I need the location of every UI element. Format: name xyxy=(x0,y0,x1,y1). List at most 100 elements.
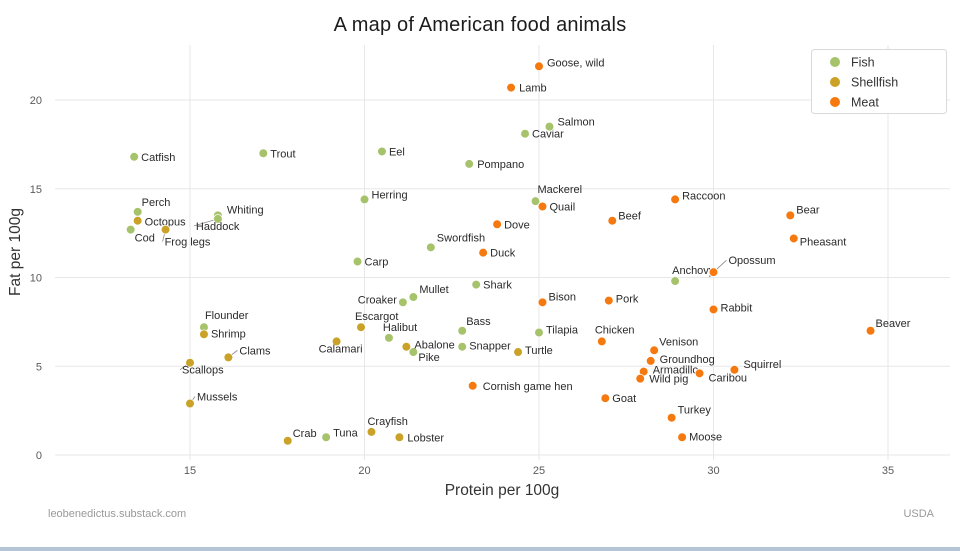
point-label-clams: Clams xyxy=(239,345,271,357)
window-edge xyxy=(0,547,960,551)
x-tick-label: 25 xyxy=(533,465,545,477)
point-label-beef: Beef xyxy=(618,211,642,223)
point-label-tuna: Tuna xyxy=(333,427,359,439)
x-tick-label: 15 xyxy=(184,465,196,477)
point-salmon xyxy=(544,121,555,132)
point-goose-wild xyxy=(534,61,544,72)
source-credit: leobenedictus.substack.com xyxy=(48,508,187,520)
point-shark xyxy=(471,279,481,290)
point-turtle xyxy=(513,347,523,357)
point-label-pompano: Pompano xyxy=(477,159,524,171)
x-tick-label: 20 xyxy=(358,465,370,477)
point-label-moose: Moose xyxy=(689,431,722,443)
point-tilapia xyxy=(534,327,544,338)
y-axis-label: Fat per 100g xyxy=(7,208,24,296)
point-escargot xyxy=(356,322,366,333)
point-label-swordfish: Swordfish xyxy=(437,232,485,244)
point-pheasant xyxy=(788,233,799,244)
point-label-haddock: Haddock xyxy=(196,221,240,233)
point-lobster xyxy=(394,432,405,443)
point-label-pike: Pike xyxy=(418,352,439,364)
point-label-lobster: Lobster xyxy=(407,432,444,444)
y-tick-label: 15 xyxy=(30,184,42,196)
point-swordfish xyxy=(426,242,436,253)
point-cod xyxy=(125,224,136,235)
point-rabbit xyxy=(708,304,719,315)
point-label-caribou: Caribou xyxy=(709,372,748,384)
point-cornish-game-hen xyxy=(467,380,478,391)
point-turkey xyxy=(666,412,677,423)
point-abalone xyxy=(401,341,412,352)
point-label-bison: Bison xyxy=(548,291,576,303)
point-mullet xyxy=(408,292,419,302)
legend-swatch-meat xyxy=(830,97,840,107)
point-croaker xyxy=(398,297,408,308)
x-tick-label: 35 xyxy=(882,465,894,477)
legend: Fish Shellfish Meat xyxy=(811,49,947,114)
point-label-cod: Cod xyxy=(135,233,155,245)
series-shellfish: Octopus Frog legs Shrimp Clams Scallops Musse… xyxy=(132,215,553,446)
point-label-shark: Shark xyxy=(483,280,512,292)
legend-item-meat: Meat xyxy=(830,96,879,110)
point-snapper xyxy=(457,341,468,352)
point-label-rabbit: Rabbit xyxy=(721,302,753,314)
point-label-wild-pig: Wild pig xyxy=(649,374,688,386)
point-label-bear: Bear xyxy=(796,204,820,216)
point-label-squirrel: Squirrel xyxy=(743,359,781,371)
point-chicken xyxy=(597,336,607,347)
point-label-duck: Duck xyxy=(490,248,516,260)
point-label-flounder: Flounder xyxy=(205,310,249,322)
chart-title: A map of American food animals xyxy=(333,14,627,36)
point-caviar xyxy=(520,128,530,139)
point-label-whiting: Whiting xyxy=(227,204,264,216)
point-label-snapper: Snapper xyxy=(469,341,511,353)
point-quail xyxy=(537,201,548,212)
point-label-pheasant: Pheasant xyxy=(800,236,846,248)
point-eel xyxy=(377,146,387,157)
point-label-mussels: Mussels xyxy=(197,392,238,404)
point-label-perch: Perch xyxy=(142,197,171,209)
point-opossum xyxy=(708,267,719,277)
point-herring xyxy=(359,194,370,205)
point-caribou xyxy=(694,368,705,379)
point-anchovy xyxy=(670,276,680,286)
point-label-crayfish: Crayfish xyxy=(367,416,407,428)
point-label-cornish-game-hen: Cornish game hen xyxy=(483,381,573,393)
point-duck xyxy=(478,247,488,258)
point-label-escargot: Escargot xyxy=(355,311,398,323)
legend-label-fish: Fish xyxy=(851,56,875,70)
point-squirrel xyxy=(729,364,740,375)
point-label-turkey: Turkey xyxy=(678,405,712,417)
point-label-goose-wild: Goose, wild xyxy=(547,57,604,69)
point-crab xyxy=(282,435,293,446)
y-tick-label: 0 xyxy=(36,450,42,462)
point-label-crab: Crab xyxy=(293,428,317,440)
point-raccoon xyxy=(670,194,680,205)
point-clams xyxy=(223,352,234,363)
point-bear xyxy=(785,210,796,221)
point-bison xyxy=(537,297,548,308)
point-label-armadillo: Armadillo xyxy=(653,365,699,377)
point-catfish xyxy=(129,152,139,162)
legend-label-shellfish: Shellfish xyxy=(851,76,898,90)
y-tick-label: 5 xyxy=(36,361,42,373)
point-label-lamb: Lamb xyxy=(519,83,547,95)
point-label-goat: Goat xyxy=(612,393,636,405)
point-goat xyxy=(600,393,611,404)
point-label-mullet: Mullet xyxy=(419,284,448,296)
point-label-octopus: Octopus xyxy=(145,217,186,229)
point-label-scallops: Scallops xyxy=(182,365,224,377)
point-wild-pig xyxy=(635,373,646,384)
point-frog-legs xyxy=(160,224,171,235)
point-lamb xyxy=(506,82,516,93)
point-beaver xyxy=(865,325,876,336)
point-label-groundhog: Groundhog xyxy=(660,354,715,366)
series-meat: Goose, wild Lamb Quail Raccoon Beef Bear Pheas… xyxy=(467,57,911,443)
data-source-label: USDA xyxy=(903,508,934,520)
point-label-herring: Herring xyxy=(372,189,408,201)
point-calamari xyxy=(331,336,342,347)
point-label-frog-legs: Frog legs xyxy=(165,237,211,249)
gridlines xyxy=(55,45,950,460)
point-scallops xyxy=(185,357,195,368)
point-crayfish xyxy=(366,427,377,437)
